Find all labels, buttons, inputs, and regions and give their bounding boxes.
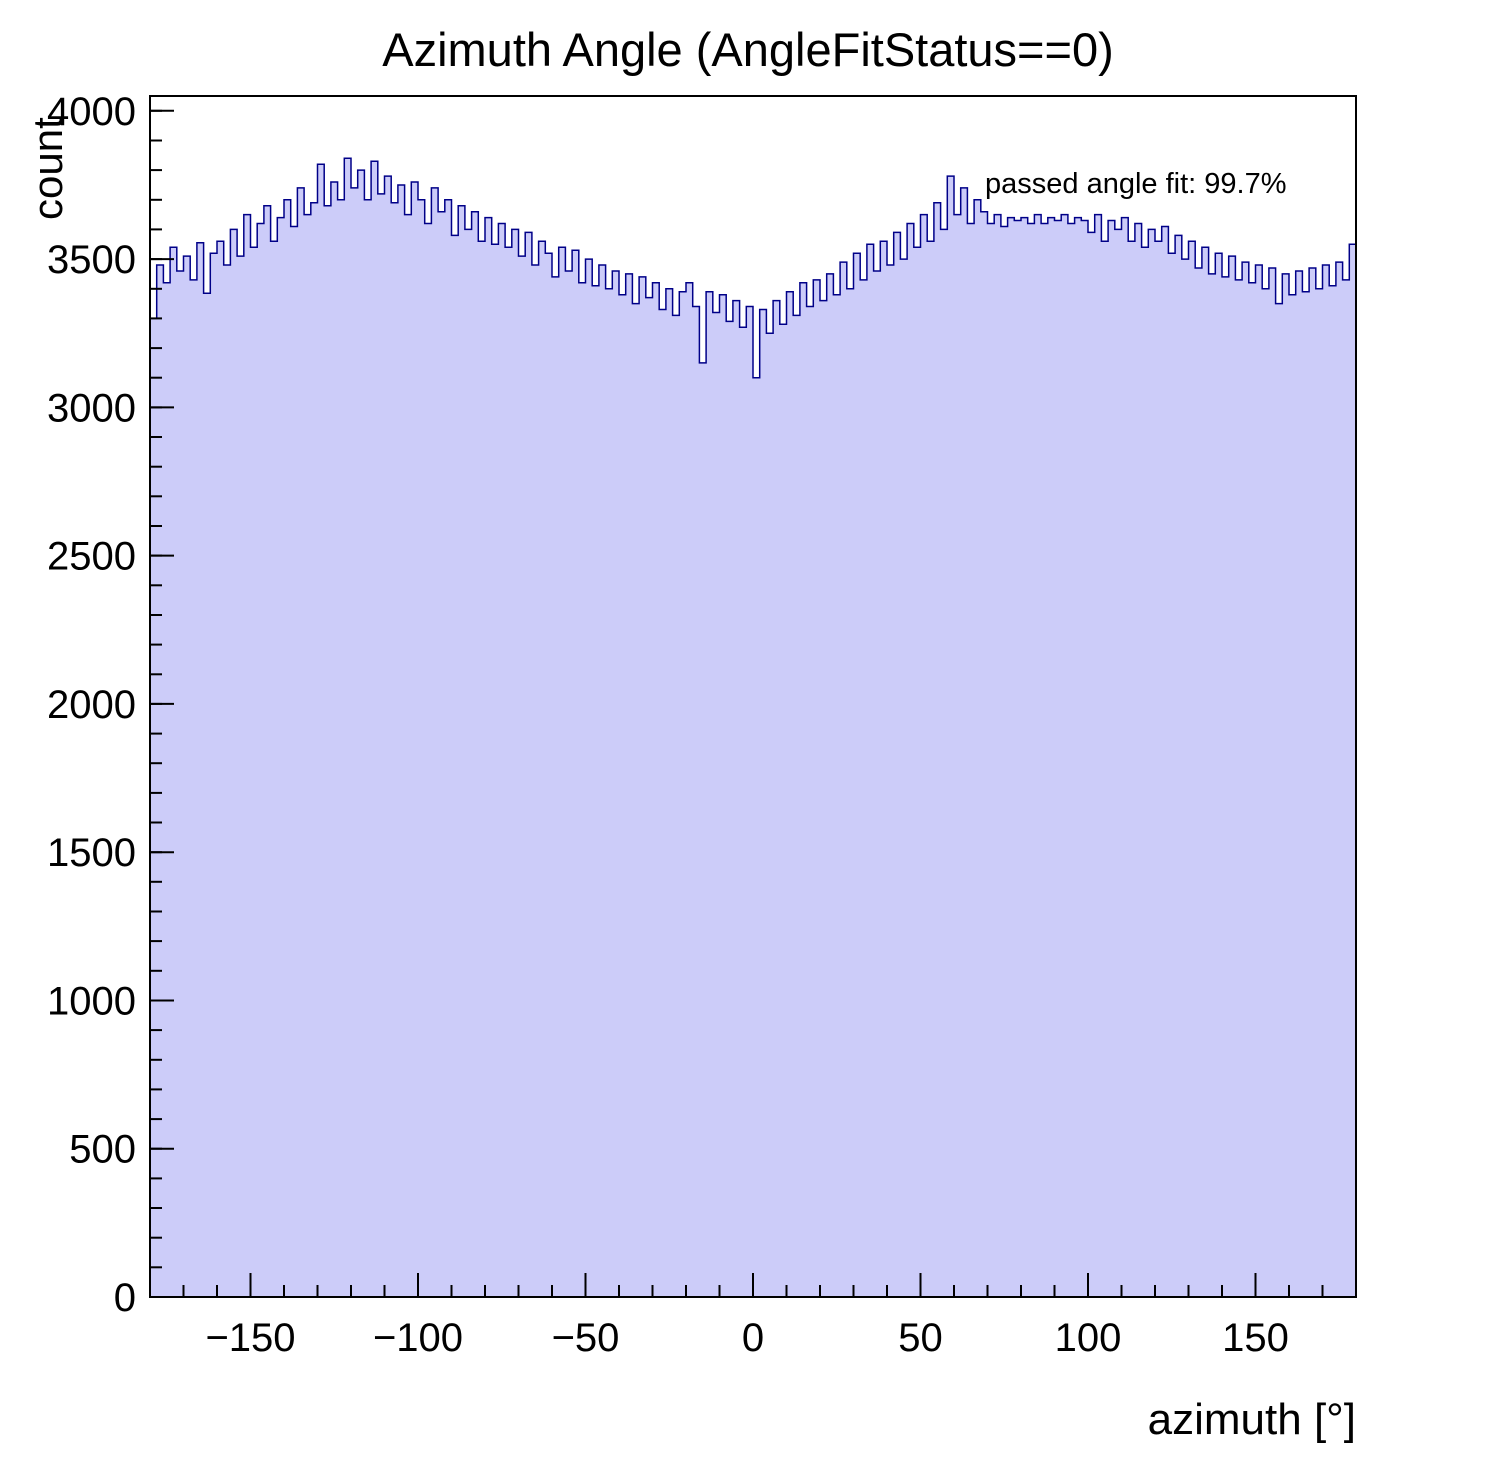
x-tick-label: 0 xyxy=(742,1316,764,1360)
y-tick-label: 1500 xyxy=(47,831,136,875)
histogram-area xyxy=(149,157,1357,1298)
x-tick-label: 150 xyxy=(1222,1316,1289,1360)
x-tick-label: −50 xyxy=(552,1316,620,1360)
y-tick-label: 2500 xyxy=(47,535,136,579)
y-tick-label: 3500 xyxy=(47,238,136,282)
x-axis-title: azimuth [°] xyxy=(1148,1395,1356,1444)
y-tick-label: 2000 xyxy=(47,683,136,727)
x-tick-label: −100 xyxy=(373,1316,463,1360)
y-axis-title: count xyxy=(24,117,71,220)
x-axis-tick-labels: −150 −100 −50 0 50 100 150 xyxy=(205,1316,1288,1360)
passed-angle-fit-annotation: passed angle fit: 99.7% xyxy=(985,168,1286,200)
y-axis-ticks xyxy=(150,109,174,1298)
y-tick-label: 1000 xyxy=(47,980,136,1024)
x-axis-ticks xyxy=(149,1273,1357,1297)
y-tick-label: 0 xyxy=(114,1276,136,1320)
y-axis-tick-labels: 0 500 1000 1500 2000 2500 3000 3500 4000 xyxy=(47,90,136,1320)
x-tick-label: 50 xyxy=(898,1316,943,1360)
y-tick-label: 500 xyxy=(69,1128,136,1172)
y-tick-label: 4000 xyxy=(47,90,136,134)
chart-title: Azimuth Angle (AngleFitStatus==0) xyxy=(382,23,1114,76)
y-tick-label: 3000 xyxy=(47,386,136,430)
x-tick-label: 100 xyxy=(1055,1316,1122,1360)
x-tick-label: −150 xyxy=(205,1316,295,1360)
